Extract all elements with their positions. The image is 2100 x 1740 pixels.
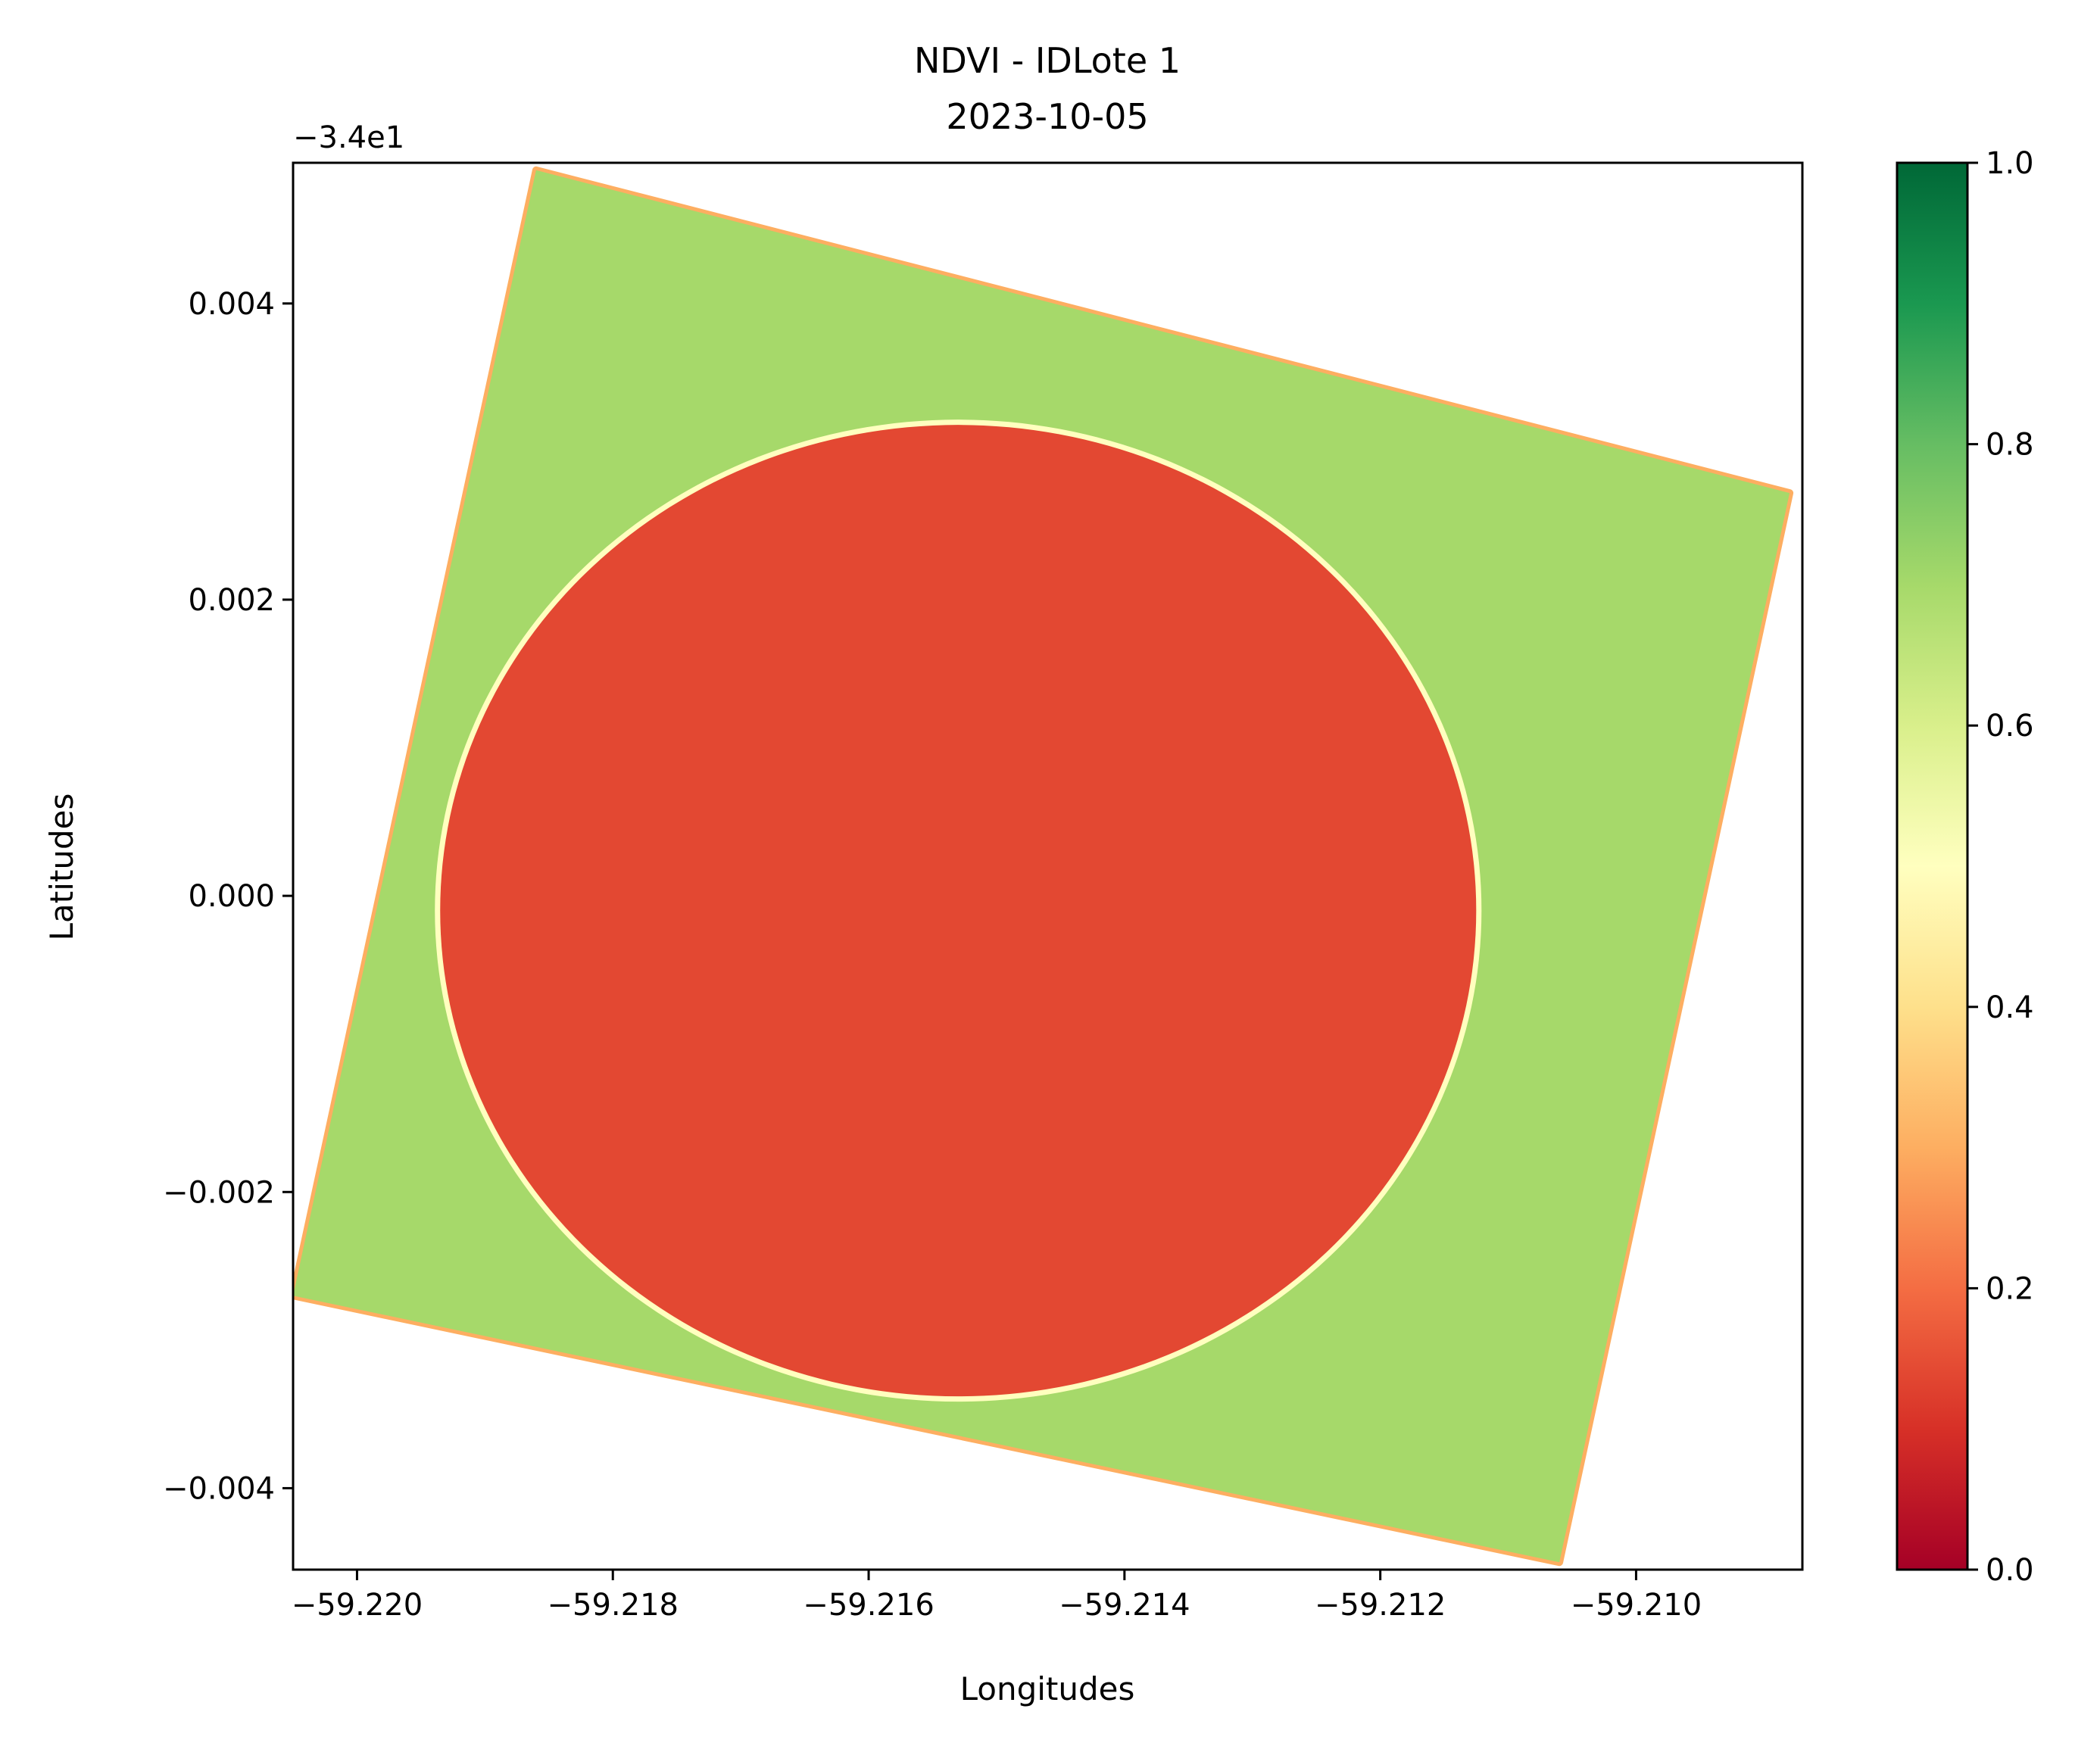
y-tick-label: 0.000	[188, 879, 275, 914]
colorbar-tick-label: 1.0	[1986, 146, 2034, 181]
y-axis: 0.004 0.002 0.000 −0.002 −0.004	[163, 287, 293, 1506]
chart-subtitle: 2023-10-05	[946, 96, 1148, 137]
y-offset-label: −3.4e1	[293, 120, 404, 155]
pivot-circle	[440, 425, 1477, 1397]
y-axis-label: Latitudes	[43, 794, 80, 941]
x-axis: −59.220 −59.218 −59.216 −59.214 −59.212 −59.2…	[292, 1570, 1702, 1623]
chart-title: NDVI - IDLote 1	[914, 40, 1181, 81]
y-tick-label: −0.002	[163, 1175, 275, 1210]
x-axis-label: Longitudes	[960, 1670, 1135, 1707]
colorbar-tick-label: 0.8	[1986, 428, 2034, 463]
colorbar-tick-label: 0.4	[1986, 990, 2034, 1025]
plot-frame	[292, 161, 1804, 1571]
x-tick-label: −59.214	[1059, 1588, 1190, 1623]
x-tick-label: −59.216	[803, 1588, 934, 1623]
y-tick-label: 0.002	[188, 583, 275, 618]
x-tick-label: −59.218	[548, 1588, 679, 1623]
x-tick-label: −59.210	[1571, 1588, 1702, 1623]
y-tick-label: 0.004	[188, 287, 275, 322]
colorbar-tick-label: 0.6	[1986, 709, 2034, 744]
y-tick-label: −0.004	[163, 1471, 275, 1506]
x-tick-label: −59.220	[292, 1588, 423, 1623]
colorbar-tick-label: 0.2	[1986, 1271, 2034, 1306]
x-tick-label: −59.212	[1315, 1588, 1446, 1623]
heatmap-area	[293, 166, 1794, 1567]
colorbar	[1896, 161, 1969, 1571]
colorbar-ticks: 0.0 0.2 0.4 0.6 0.8 1.0	[1967, 146, 2034, 1588]
colorbar-tick-label: 0.0	[1986, 1553, 2034, 1588]
